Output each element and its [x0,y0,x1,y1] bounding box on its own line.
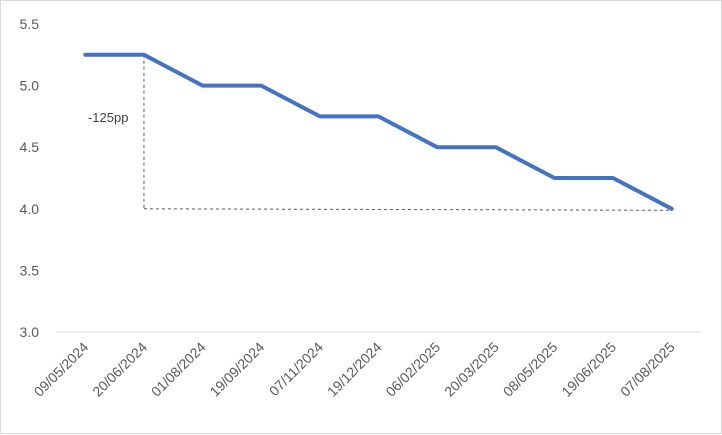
x-tick-label: 07/11/2024 [266,339,326,399]
x-tick-label: 01/08/2024 [148,339,209,400]
y-axis-ticks: 3.0 3.5 4.0 4.5 5.0 5.5 [20,16,40,340]
x-tick-label: 09/05/2024 [31,339,92,400]
y-tick-label: 3.0 [20,324,40,340]
y-tick-label: 4.5 [20,139,40,155]
x-tick-label: 08/05/2025 [500,339,561,400]
x-tick-label: 20/03/2025 [441,339,502,400]
series-line [85,55,671,209]
series-group [85,55,672,209]
x-tick-label: 19/12/2024 [324,339,385,400]
x-tick-label: 06/02/2025 [382,339,443,400]
y-tick-label: 3.5 [20,262,40,278]
annotation-horizontal-dash [144,209,672,211]
annotation-label: -125pp [88,110,128,125]
x-tick-label: 19/06/2025 [558,339,619,400]
x-tick-label: 07/08/2025 [617,339,678,400]
x-tick-label: 19/09/2024 [206,339,267,400]
x-axis-ticks: 09/05/202420/06/202401/08/202419/09/2024… [31,339,678,400]
y-tick-label: 5.0 [20,78,40,94]
y-tick-label: 5.5 [20,16,40,32]
x-tick-label: 20/06/2024 [89,339,150,400]
annotation-group: -125pp [88,55,672,211]
y-tick-label: 4.0 [20,201,40,217]
